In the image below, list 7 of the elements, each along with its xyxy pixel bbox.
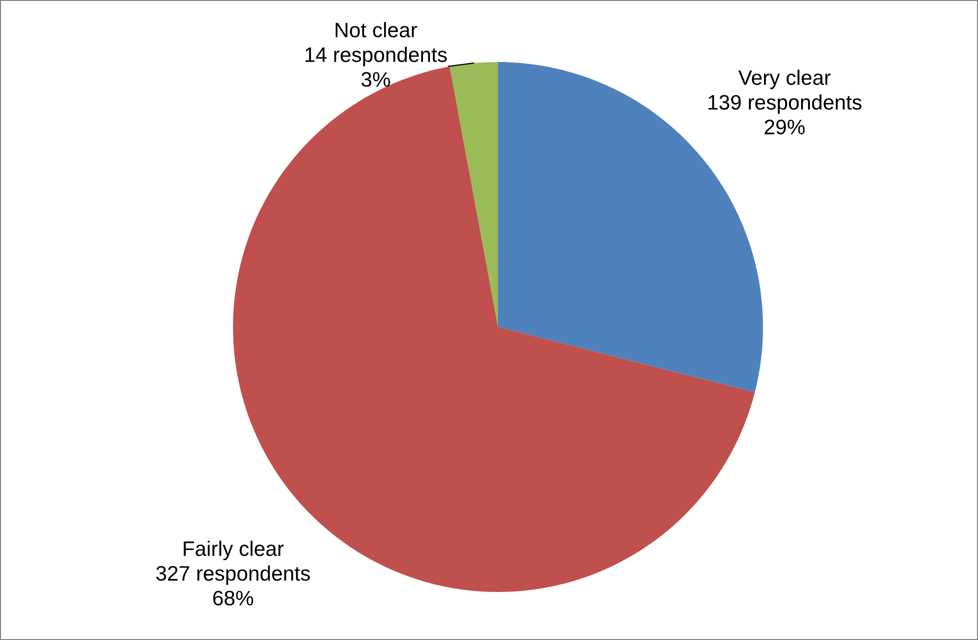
slice-label: Fairly clear: [184, 540, 284, 560]
pie-slice: [450, 62, 498, 327]
slice-label: Not clear: [336, 22, 418, 38]
data-label: 139 respondents 29%: [708, 94, 862, 134]
data-label: 327 respondents 68%: [156, 565, 310, 606]
slice-label: Very clear: [738, 70, 831, 90]
data-label: 14 respondents 3%: [305, 46, 447, 87]
